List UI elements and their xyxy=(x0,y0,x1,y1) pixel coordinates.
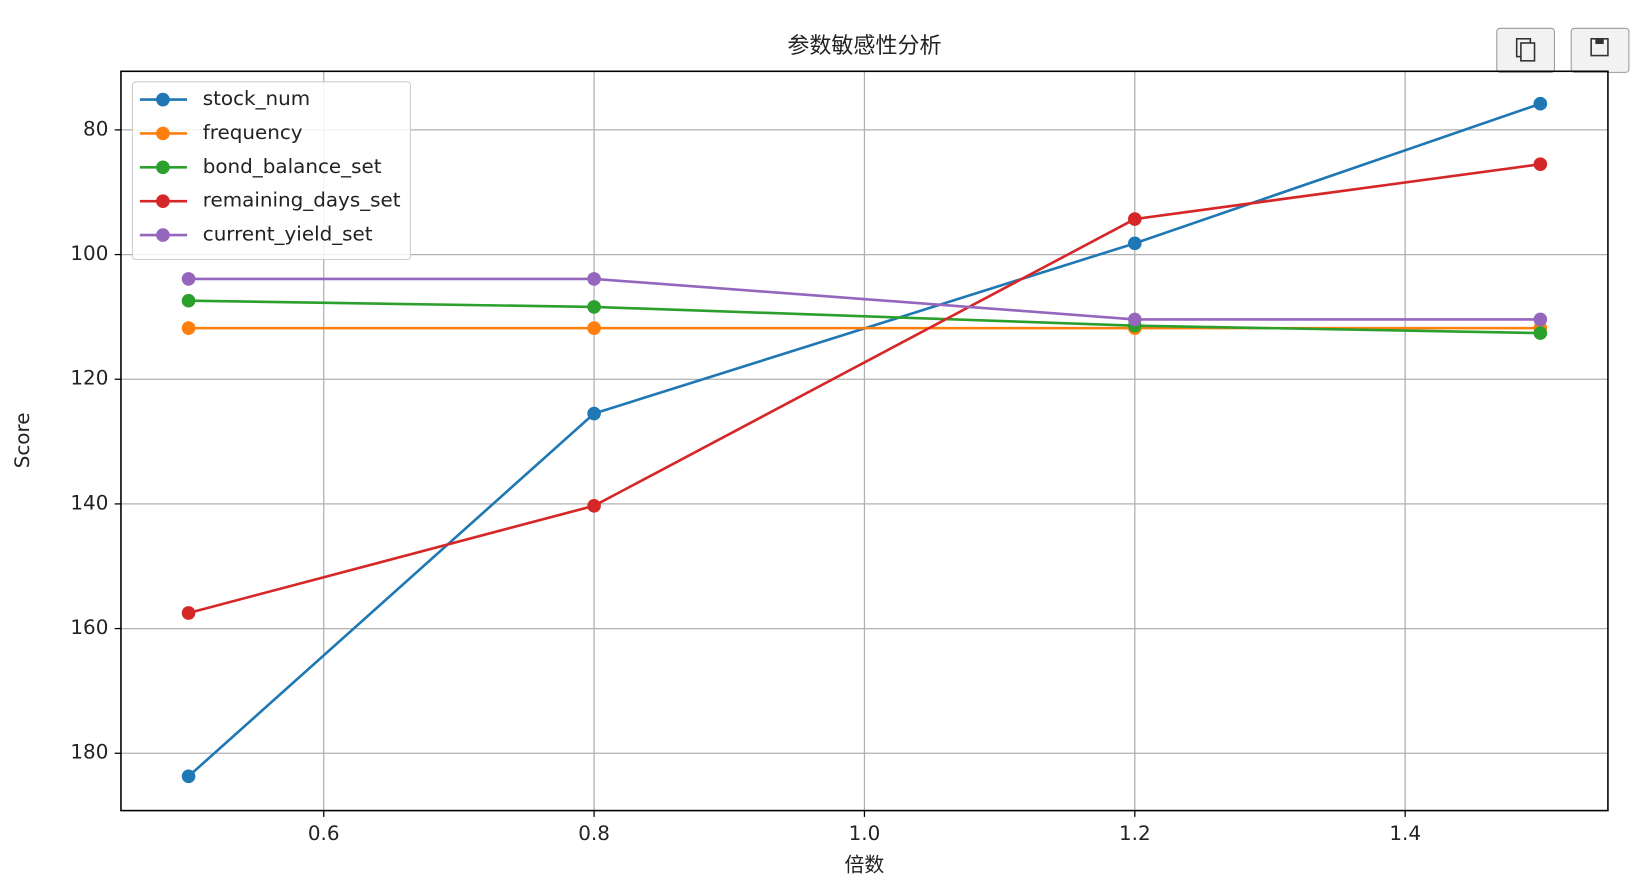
point xyxy=(181,293,196,308)
copy-icon xyxy=(1520,42,1536,62)
point xyxy=(1533,312,1548,327)
y-tick-label: 120 xyxy=(70,367,108,390)
x-tick-label: 0.6 xyxy=(308,822,340,845)
legend-label: current_yield_set xyxy=(203,223,373,246)
save-icon xyxy=(1595,38,1604,45)
series-line xyxy=(188,299,1541,335)
point xyxy=(587,272,601,286)
point xyxy=(587,321,601,335)
x-axis-label: 倍数 xyxy=(845,854,885,877)
chart-title: 参数敏感性分析 xyxy=(787,34,941,59)
point xyxy=(587,498,601,513)
point xyxy=(181,272,196,286)
x-tick-label: 1.2 xyxy=(1119,822,1151,845)
point xyxy=(587,300,601,314)
y-tick-label: 180 xyxy=(70,741,108,764)
series-line xyxy=(188,162,1541,615)
point xyxy=(181,769,196,784)
y-tick-label: 160 xyxy=(70,616,108,639)
legend-label: remaining_days_set xyxy=(203,189,401,212)
save-button[interactable] xyxy=(1570,27,1630,73)
point xyxy=(181,321,196,335)
y-tick-label: 100 xyxy=(70,242,108,265)
legend-marker xyxy=(156,228,170,242)
legend-marker xyxy=(156,194,170,209)
copy-button[interactable] xyxy=(1496,27,1555,73)
point xyxy=(1127,212,1142,226)
legend-marker xyxy=(156,160,170,175)
point xyxy=(587,406,601,421)
legend-box xyxy=(131,81,411,261)
point xyxy=(1127,312,1142,327)
point xyxy=(1533,96,1548,111)
legend-marker xyxy=(156,92,170,107)
x-tick-label: 1.0 xyxy=(849,822,881,845)
y-tick-label: 140 xyxy=(70,491,108,514)
point xyxy=(1127,236,1142,251)
x-tick-label: 1.4 xyxy=(1389,822,1421,845)
x-tick-label: 0.8 xyxy=(578,822,610,845)
plot-frame xyxy=(120,70,1609,812)
legend-marker xyxy=(156,126,170,141)
legend-label: stock_num xyxy=(203,87,310,110)
save-button-bg[interactable] xyxy=(1570,27,1630,73)
legend-label: bond_balance_set xyxy=(203,155,382,178)
point xyxy=(181,606,196,620)
point xyxy=(1533,157,1548,172)
point xyxy=(1533,326,1548,340)
legend-label: frequency xyxy=(203,121,303,144)
y-axis-label: Score xyxy=(11,413,34,469)
y-tick-label: 80 xyxy=(83,117,108,140)
series-line xyxy=(188,277,1541,321)
